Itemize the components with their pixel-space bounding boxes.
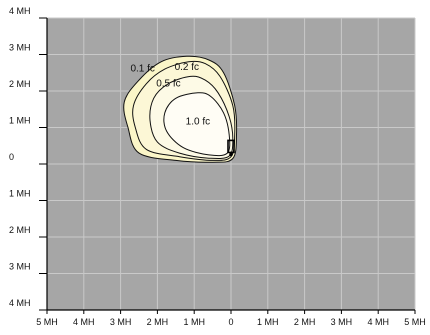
y-tick-label: 2 MH	[9, 225, 31, 235]
x-tick-label: 3 MH	[331, 317, 353, 327]
x-tick-label: 4 MH	[367, 317, 389, 327]
x-tick-label: 3 MH	[110, 317, 132, 327]
contour-label: 1.0 fc	[186, 117, 210, 128]
x-tick-label: 2 MH	[294, 317, 316, 327]
contour-label: 0.5 fc	[156, 78, 180, 89]
contour-labels: 0.1 fc 0.2 fc 0.5 fc 1.0 fc	[130, 62, 210, 128]
x-tick-label: 2 MH	[147, 317, 169, 327]
x-tick-label: 5 MH	[36, 317, 58, 327]
y-tick-label: 3 MH	[9, 262, 31, 272]
x-tick-label: 1 MH	[183, 317, 205, 327]
luminaire-icon	[227, 139, 235, 154]
x-tick-label: 1 MH	[257, 317, 279, 327]
y-tick-label: 2 MH	[9, 79, 31, 89]
x-tick-label: 5 MH	[404, 317, 426, 327]
luminaire-aim-point	[229, 152, 233, 157]
y-tick-label: 3 MH	[9, 43, 31, 53]
contour-label: 0.1 fc	[130, 64, 154, 75]
y-tick-label: 4 MH	[9, 298, 31, 308]
y-tick-label: 0	[9, 152, 14, 162]
contour-1-0-fc	[163, 92, 231, 157]
y-tick-label: 1 MH	[9, 116, 31, 126]
y-tick-label: 1 MH	[9, 189, 31, 199]
y-tick-label: 4 MH	[9, 6, 31, 16]
luminaire-marker	[227, 139, 235, 157]
x-tick-label: 4 MH	[73, 317, 95, 327]
contour-fill-layer	[123, 55, 238, 163]
contour-label: 0.2 fc	[175, 62, 199, 73]
x-tick-label: 0	[228, 317, 233, 327]
tick-labels: 5 MH 4 MH 3 MH 2 MH 1 MH 0 1 MH 2 MH 3 MH 4 MH 5 M…	[9, 6, 426, 327]
